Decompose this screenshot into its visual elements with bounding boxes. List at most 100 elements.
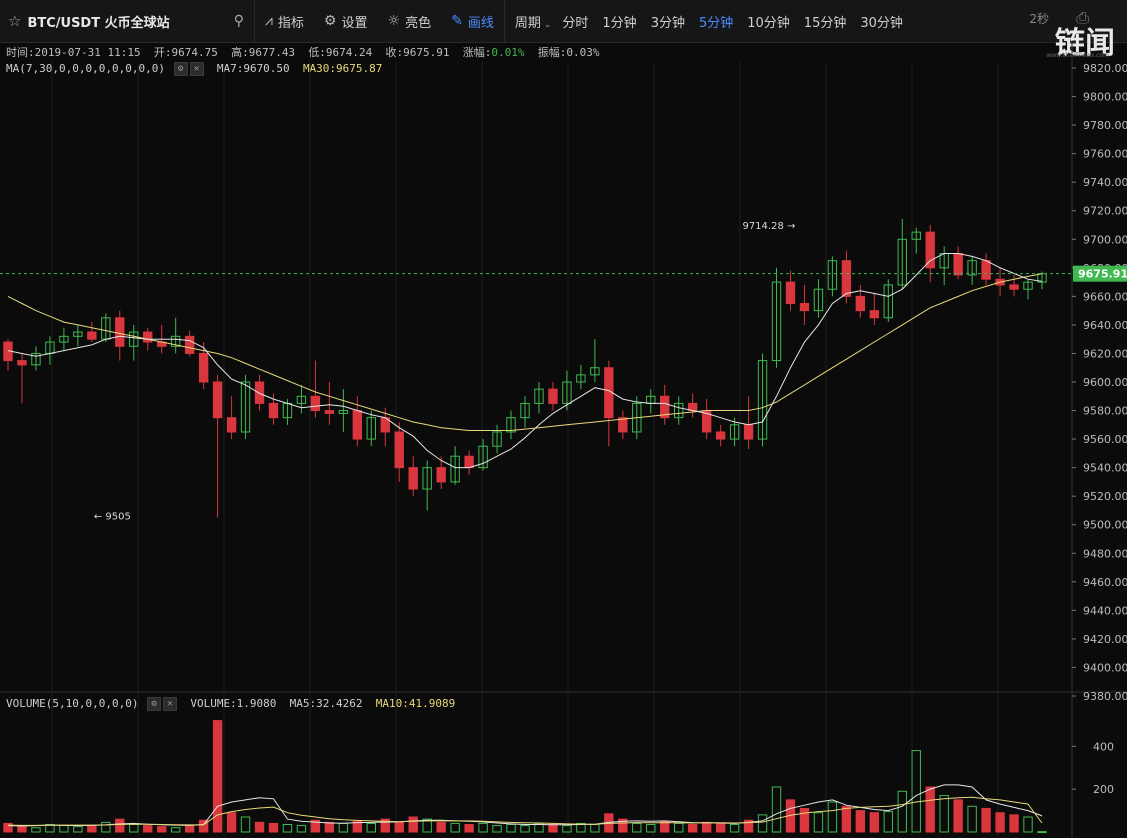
price-tick-label: 9740.00 [1083,176,1127,189]
volume-bar [1037,831,1047,834]
volume-bar [436,821,446,833]
candle-body [771,281,782,362]
volume-bar [701,821,712,833]
volume-bar [226,812,237,833]
ma-settings-icon[interactable]: ⚙ [173,62,188,76]
ma-close-icon[interactable]: ✕ [189,62,204,76]
price-tick-label: 9380.00 [1083,690,1127,703]
candle-body [170,335,181,347]
ma7-value: MA7:9670.50 [216,62,290,75]
volume-bar [939,795,949,833]
period-dropdown[interactable]: 周期 ⌄ [505,12,556,31]
candle-body [310,395,321,412]
volume-bar [478,822,488,833]
volume-tick-label: 400 [1093,740,1114,753]
volume-bar [729,824,740,833]
candle-body [408,467,418,490]
period-label: 周期 [514,15,541,31]
current-price-badge [1073,265,1127,282]
candle-body [464,455,474,469]
volume-bar [380,818,390,833]
info-change-label: 涨幅: [462,46,492,59]
volume-bar [296,825,307,833]
search-icon[interactable]: ⚲ [233,13,244,29]
volume-bar [366,822,376,833]
candle-body [981,260,991,280]
ma7-line [7,253,1043,469]
volume-bar [31,827,41,833]
candle-body [590,367,600,376]
theme-button[interactable]: ☼ 亮色 [378,0,442,42]
candle-body [534,388,544,404]
volume-bar [268,822,279,833]
candle-body [1037,273,1047,283]
volume-settings-icon[interactable]: ⚙ [147,697,162,711]
volume-bar [87,825,97,833]
price-tick-label: 9400.00 [1083,661,1127,674]
price-tick-label: 9640.00 [1083,319,1127,332]
toolbar: ☆ BTC/USDT 火币全球站 ⚲ ⩘ 指标 ⚙ 设置 ☼ 亮色 ✎ 画线 周… [0,0,1127,43]
period-5min[interactable]: 5分钟 [698,15,734,31]
ohlc-info-line: 时间:2019-07-31 11:15 开:9674.75 高:9677.43 … [6,44,600,60]
volume-value: VOLUME:1.9080 [190,697,277,710]
candle-body [450,455,460,483]
volume-bar [59,825,69,833]
candle-body [143,331,153,343]
volume-bar [799,807,810,833]
volume-bar [883,811,893,833]
favorite-star-icon[interactable]: ☆ [8,12,22,30]
info-high: 高:9677.43 [231,46,296,59]
period-15min[interactable]: 15分钟 [803,15,847,31]
volume-bar [115,818,125,833]
candle-body [240,381,251,433]
volume-bar [394,821,404,833]
candle-body [883,284,893,319]
indicators-button[interactable]: ⩘ 指标 [255,0,314,42]
price-tick-label: 9520.00 [1083,490,1127,503]
candle-body [352,410,363,440]
candle-body [785,281,796,305]
candle-body [394,431,404,469]
price-tick-label: 9420.00 [1083,633,1127,646]
volume-bar [953,799,963,833]
volume-bar [687,824,698,833]
volume-close-icon[interactable]: ✕ [163,697,178,711]
volume-bar [646,824,656,833]
candle-body [73,331,83,337]
settings-button[interactable]: ⚙ 设置 [314,0,378,42]
candle-body [478,445,488,469]
period-30min[interactable]: 30分钟 [860,15,903,31]
chevron-down-icon: ⌄ [543,19,552,30]
volume-bar [45,824,55,833]
period-timeline[interactable]: 分时 [562,15,589,31]
price-tick-label: 9560.00 [1083,433,1127,446]
camera-icon[interactable]: ⎙ [1076,8,1089,27]
volume-bar [632,822,642,833]
volume-bar [73,826,83,833]
volume-bar [813,812,824,833]
period-10min[interactable]: 10分钟 [747,15,790,31]
volume-bar [422,818,432,833]
volume-bar [352,820,363,833]
draw-button[interactable]: ✎ 画线 [441,0,504,42]
candle-body [129,331,139,347]
volume-bar [3,822,13,833]
symbol-selector[interactable]: ☆ BTC/USDT 火币全球站 ⚲ [0,0,255,42]
candle-body [925,231,935,269]
price-annotation: ← 9505 [94,512,131,523]
volume-bar [771,786,782,833]
price-annotation: 9714.28 → [742,221,795,232]
pencil-icon: ✎ [451,13,463,29]
volume-bar [715,822,726,833]
candle-body [59,335,69,343]
settings-label: 设置 [341,15,368,31]
volume-bar [1009,814,1019,833]
period-3min[interactable]: 3分钟 [650,15,685,31]
theme-label: 亮色 [405,15,432,31]
candle-body [338,410,349,414]
period-1min[interactable]: 1分钟 [602,15,637,31]
price-tick-label: 9800.00 [1083,91,1127,104]
volume-bar [911,750,921,833]
ma-label: MA(7,30,0,0,0,0,0,0,0,0) [6,62,165,75]
